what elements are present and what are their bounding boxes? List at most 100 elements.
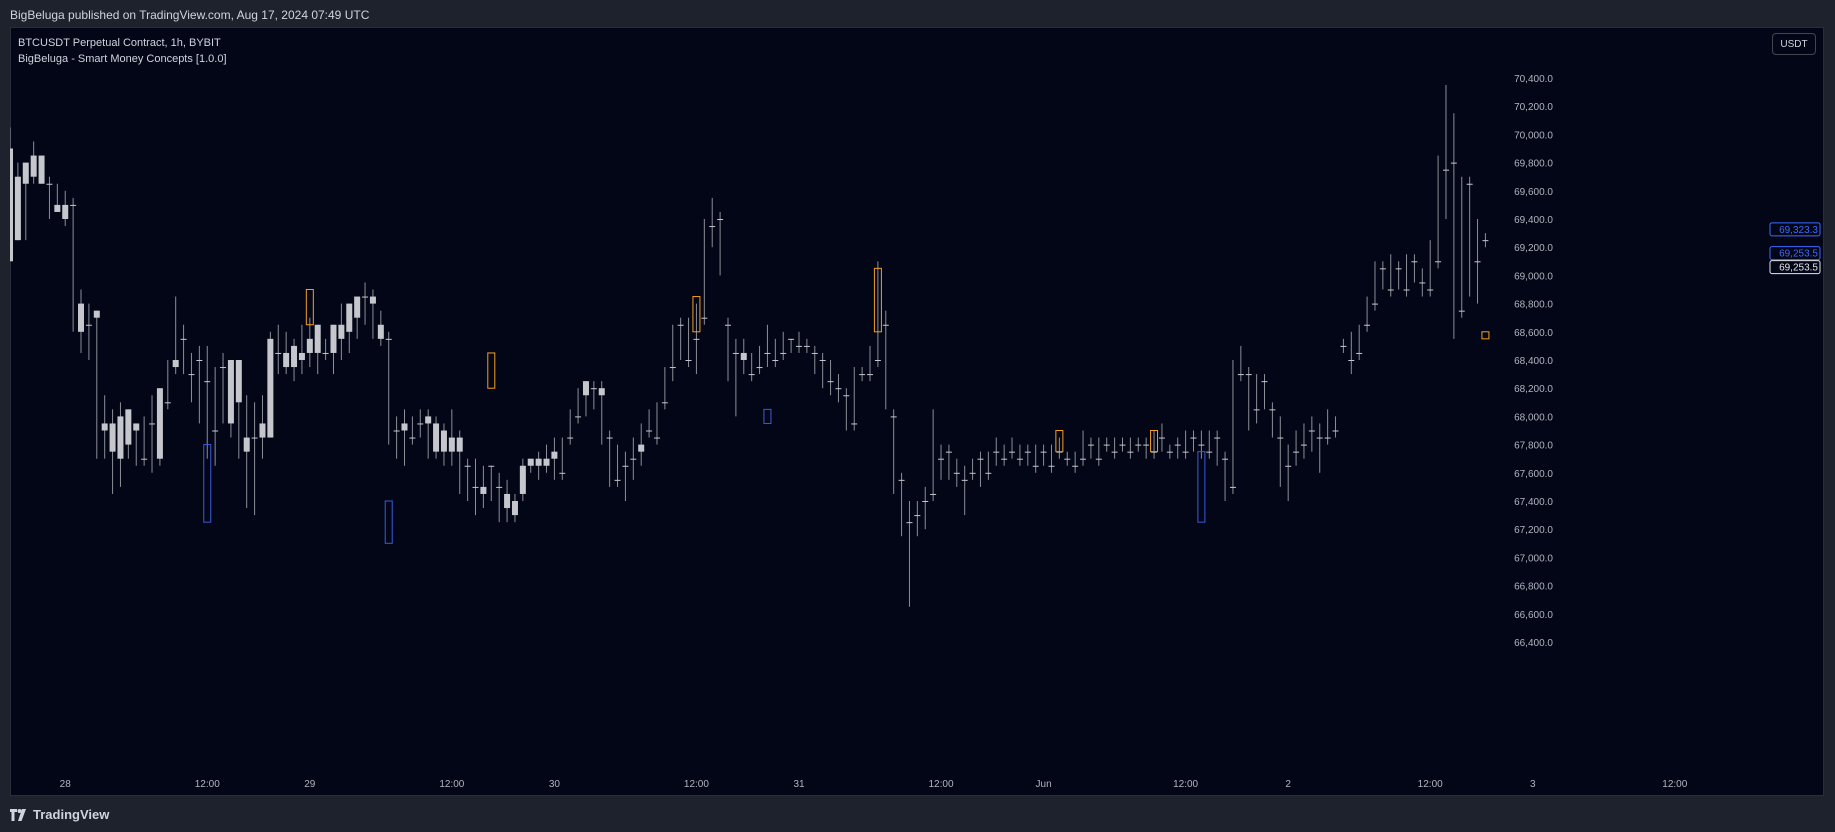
indicator-title[interactable]: BigBeluga - Smart Money Concepts [1.0.0] xyxy=(18,53,227,65)
candle-body xyxy=(1269,409,1276,411)
candle-body xyxy=(133,423,140,431)
chart-pane[interactable] xyxy=(10,27,1824,796)
candle-body xyxy=(85,324,92,326)
candle-body xyxy=(1016,458,1023,460)
candle-body xyxy=(1080,458,1087,460)
candle-body xyxy=(472,486,479,488)
y-tick-label: 70,200.0 xyxy=(1514,102,1553,113)
candle-body xyxy=(1127,451,1134,453)
candle-body xyxy=(938,458,945,460)
candle-body xyxy=(1356,352,1363,354)
candle-body xyxy=(985,472,992,474)
candle-body xyxy=(835,388,842,390)
candle-body xyxy=(519,465,526,494)
symbol-title[interactable]: BTCUSDT Perpetual Contract, 1h, BYBIT xyxy=(18,37,221,49)
candle-body xyxy=(1048,465,1055,467)
x-tick-label: 12:00 xyxy=(1173,779,1198,790)
candle-body xyxy=(204,381,211,383)
candle-body xyxy=(1024,451,1031,453)
candle-body xyxy=(1245,374,1252,376)
y-tick-label: 69,000.0 xyxy=(1514,271,1553,282)
candle-body xyxy=(693,338,700,340)
candle-body xyxy=(796,345,802,347)
candle-body xyxy=(1182,451,1189,453)
candle-body xyxy=(480,486,487,494)
candle-body xyxy=(772,360,779,361)
candle-body xyxy=(598,388,605,396)
candle-body xyxy=(22,162,29,184)
candle-body xyxy=(109,423,116,452)
y-tick-label: 69,600.0 xyxy=(1514,187,1553,198)
order-block-bullish xyxy=(384,500,393,544)
candle-body xyxy=(101,423,108,431)
candle-body xyxy=(685,360,692,361)
y-tick-label: 69,200.0 xyxy=(1514,243,1553,254)
candle-body xyxy=(590,388,597,390)
candle-body xyxy=(1158,437,1165,439)
candle-body xyxy=(748,374,755,376)
y-tick-label: 69,400.0 xyxy=(1514,215,1553,226)
candle-body xyxy=(433,423,440,452)
candle-body xyxy=(1190,437,1197,439)
candle-body xyxy=(401,423,408,431)
candle-body xyxy=(977,458,984,460)
candle-body xyxy=(440,430,447,452)
y-tick-label: 67,600.0 xyxy=(1514,469,1553,480)
candle-body xyxy=(425,416,432,424)
y-tick-label: 66,800.0 xyxy=(1514,582,1553,593)
candle-body xyxy=(1261,381,1268,383)
candle-body xyxy=(1395,268,1402,270)
candle-body xyxy=(906,522,913,524)
candle-body xyxy=(1174,444,1181,446)
candle-body xyxy=(527,458,534,466)
candle-body xyxy=(243,437,250,452)
candle-body xyxy=(756,367,763,369)
order-block-bearish xyxy=(305,289,314,326)
candle-body xyxy=(393,430,400,432)
candle-body xyxy=(614,479,621,481)
candle-body xyxy=(1040,451,1047,453)
candle-body xyxy=(456,437,463,452)
footer: TradingView xyxy=(0,796,1835,832)
candle-body xyxy=(1371,303,1378,305)
x-tick-label: 12:00 xyxy=(439,779,464,790)
candle-body xyxy=(922,501,929,502)
y-tick-label: 67,200.0 xyxy=(1514,525,1553,536)
candle-body xyxy=(622,465,629,467)
x-tick-label: 2 xyxy=(1285,779,1291,790)
candle-body xyxy=(417,423,424,425)
candle-body xyxy=(740,352,747,360)
candle-body xyxy=(874,360,881,361)
currency-button[interactable]: USDT xyxy=(1772,33,1816,55)
candle-body xyxy=(1340,345,1347,347)
candle-body xyxy=(1222,458,1229,460)
candle-body xyxy=(1411,261,1418,263)
candle-body xyxy=(377,324,384,339)
candle-body xyxy=(369,296,376,304)
candle-body xyxy=(1379,268,1386,270)
candle-body xyxy=(251,437,258,439)
candle-body xyxy=(859,374,866,376)
candle-body xyxy=(298,352,305,360)
candle-body xyxy=(1229,486,1236,488)
candle-body xyxy=(1435,261,1442,263)
candle-body xyxy=(496,486,503,488)
candle-body xyxy=(914,515,921,517)
tradingview-logo[interactable]: TradingView xyxy=(10,807,109,822)
candle-body xyxy=(551,451,558,459)
y-tick-label: 66,400.0 xyxy=(1514,638,1553,649)
candle-body xyxy=(14,176,21,241)
candle-body xyxy=(819,360,826,361)
candle-body xyxy=(1419,282,1426,284)
candle-body xyxy=(890,416,897,418)
x-tick-label: 3 xyxy=(1530,779,1536,790)
x-tick-label: 30 xyxy=(549,779,561,790)
candle-body xyxy=(322,352,329,354)
candle-body xyxy=(62,204,69,219)
candle-body xyxy=(1103,444,1110,446)
candle-body xyxy=(117,416,124,459)
candle-body xyxy=(1206,451,1213,453)
candle-body xyxy=(1466,183,1473,185)
candle-body xyxy=(464,465,471,467)
